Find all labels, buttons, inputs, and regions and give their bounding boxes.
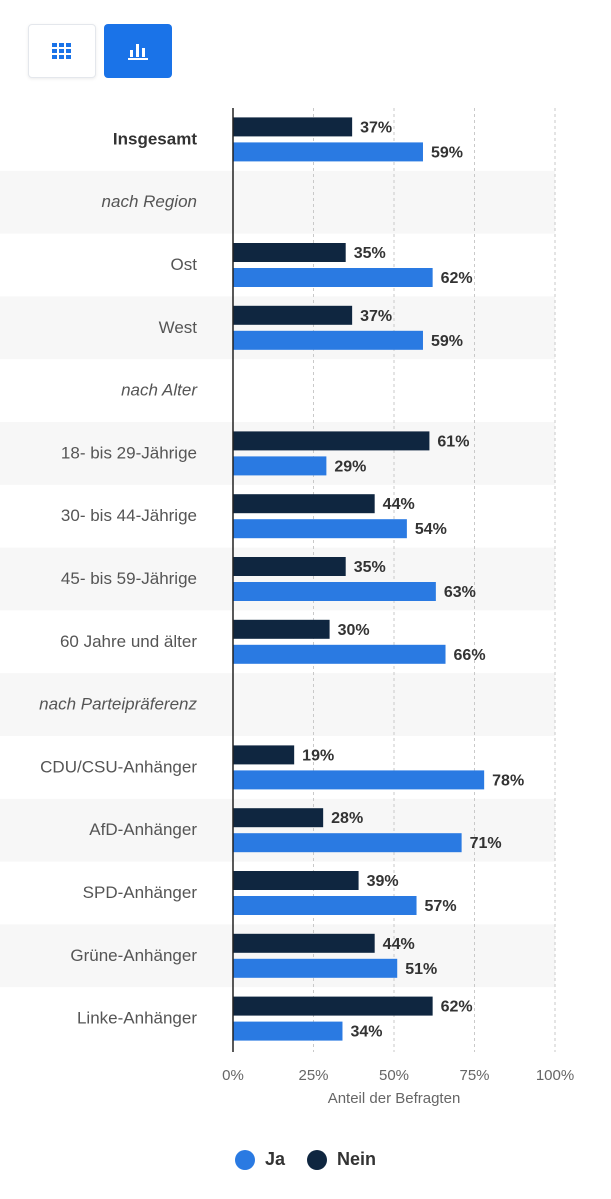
data-label-ja: 54% xyxy=(415,521,447,538)
data-label-ja: 59% xyxy=(431,333,463,350)
category-label: nach Alter xyxy=(121,381,198,400)
category-label: 60 Jahre und älter xyxy=(60,632,197,651)
x-tick-label: 100% xyxy=(536,1067,574,1084)
category-label: SPD-Anhänger xyxy=(83,883,198,902)
category-label: Insgesamt xyxy=(113,129,197,148)
data-label-nein: 62% xyxy=(441,999,473,1016)
category-label: West xyxy=(159,318,198,337)
bar-ja xyxy=(233,770,485,790)
category-label: CDU/CSU-Anhänger xyxy=(40,757,197,776)
data-label-ja: 63% xyxy=(444,584,476,601)
data-label-nein: 37% xyxy=(360,119,392,136)
data-label-ja: 71% xyxy=(470,835,502,852)
bar-nein xyxy=(233,619,330,639)
bar-chart-icon xyxy=(128,44,148,60)
bar-ja xyxy=(233,142,423,162)
bar-nein xyxy=(233,808,324,828)
data-label-nein: 35% xyxy=(354,559,386,576)
bar-ja xyxy=(233,833,462,853)
category-label: Ost xyxy=(171,255,198,274)
legend-dot-ja xyxy=(234,1149,255,1170)
bar-ja xyxy=(233,896,417,915)
data-label-ja: 34% xyxy=(350,1024,382,1041)
bar-ja xyxy=(233,456,327,476)
grid-icon xyxy=(52,43,71,59)
data-label-ja: 57% xyxy=(425,898,457,915)
bar-nein xyxy=(233,557,346,576)
category-label: Linke-Anhänger xyxy=(77,1009,197,1028)
chart-view-button[interactable] xyxy=(104,24,172,78)
category-label: 30- bis 44-Jährige xyxy=(61,506,197,525)
table-view-button[interactable] xyxy=(28,24,96,78)
legend-dot-nein xyxy=(307,1149,327,1170)
data-label-ja: 59% xyxy=(431,144,463,161)
category-label: nach Parteipräferenz xyxy=(39,695,197,714)
category-label: Grüne-Anhänger xyxy=(70,946,197,965)
bar-nein xyxy=(233,933,375,953)
row-band xyxy=(0,673,555,736)
data-label-ja: 78% xyxy=(492,772,524,789)
bar-nein xyxy=(233,243,346,262)
bar-ja xyxy=(233,268,433,287)
category-label: 45- bis 59-Jährige xyxy=(61,569,197,588)
bar-chart: 0% 25% 50% 75% 100% Insgesamt 37% 59% nach Regio… xyxy=(0,108,575,1084)
legend-label-ja: Ja xyxy=(264,1149,285,1169)
bar-nein xyxy=(233,494,375,514)
bar-ja xyxy=(233,582,436,601)
x-tick-label: 50% xyxy=(379,1067,409,1084)
data-label-nein: 44% xyxy=(383,496,415,513)
row-band xyxy=(0,170,555,234)
data-label-nein: 61% xyxy=(437,433,469,450)
bar-ja xyxy=(233,644,446,664)
x-tick-label: 25% xyxy=(298,1067,328,1084)
bar-nein xyxy=(233,431,430,451)
data-label-nein: 35% xyxy=(354,245,386,262)
x-tick-label: 75% xyxy=(459,1067,489,1084)
bar-ja xyxy=(233,1021,343,1041)
bar-ja xyxy=(233,519,407,539)
data-label-ja: 62% xyxy=(441,270,473,287)
data-label-nein: 44% xyxy=(383,936,415,953)
bar-nein xyxy=(233,871,359,890)
category-label: 18- bis 29-Jährige xyxy=(61,443,197,462)
data-label-ja: 66% xyxy=(454,647,486,664)
data-label-nein: 28% xyxy=(331,810,363,827)
data-label-nein: 39% xyxy=(367,873,399,890)
data-label-nein: 30% xyxy=(338,622,370,639)
bar-nein xyxy=(233,996,433,1016)
x-tick-label: 0% xyxy=(222,1067,244,1084)
category-label: AfD-Anhänger xyxy=(89,820,197,839)
data-label-ja: 51% xyxy=(405,961,437,978)
legend-label-nein: Nein xyxy=(337,1149,377,1169)
data-label-ja: 29% xyxy=(334,458,366,475)
bar-ja xyxy=(233,958,398,978)
legend-item-nein[interactable]: Nein xyxy=(307,1149,376,1170)
x-axis-title: Anteil der Befragten xyxy=(327,1090,461,1107)
category-label: nach Region xyxy=(102,192,197,211)
data-label-nein: 19% xyxy=(302,747,334,764)
bar-nein xyxy=(233,305,353,325)
legend: Ja Nein xyxy=(0,1149,611,1170)
data-label-nein: 37% xyxy=(360,308,392,325)
bar-nein xyxy=(233,745,295,765)
bar-nein xyxy=(233,117,353,137)
bar-ja xyxy=(233,330,423,350)
legend-item-ja[interactable]: Ja xyxy=(234,1149,285,1170)
